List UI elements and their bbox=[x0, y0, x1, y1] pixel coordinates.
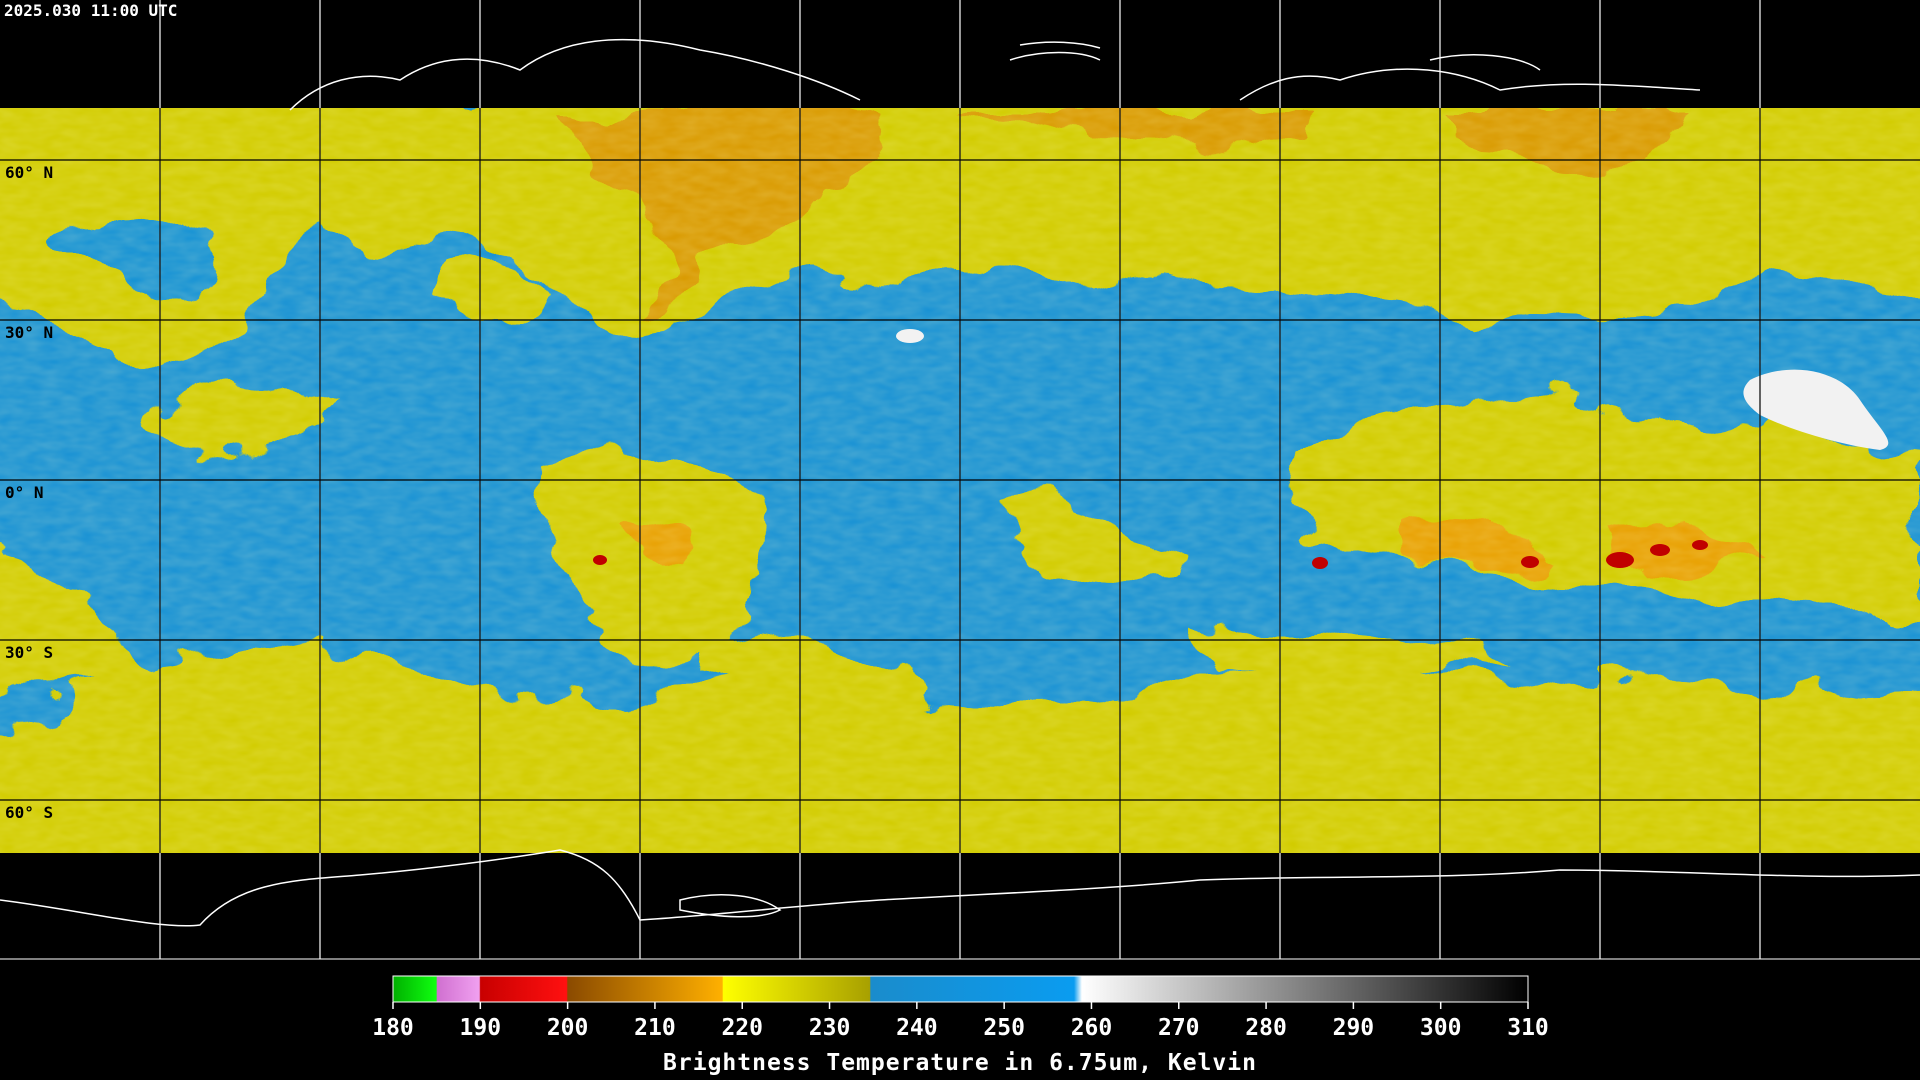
colorbar-tick-label: 260 bbox=[1071, 1015, 1113, 1041]
colorbar bbox=[392, 975, 1529, 1003]
colorbar-tick-label: 310 bbox=[1507, 1015, 1549, 1041]
cold-cloud-tops bbox=[593, 540, 1708, 569]
latitude-label: 60° S bbox=[5, 803, 53, 822]
colorbar-tick-label: 280 bbox=[1245, 1015, 1287, 1041]
colorbar-tick-label: 200 bbox=[547, 1015, 589, 1041]
colorbar-tick-label: 290 bbox=[1333, 1015, 1375, 1041]
colorbar-tick-label: 220 bbox=[721, 1015, 763, 1041]
latitude-label: 60° N bbox=[5, 163, 53, 182]
colorbar-label: Brightness Temperature in 6.75um, Kelvin bbox=[663, 1050, 1257, 1076]
timestamp: 2025.030 11:00 UTC bbox=[4, 1, 177, 20]
colorbar-tick-label: 180 bbox=[372, 1015, 414, 1041]
latitude-label: 30° N bbox=[5, 323, 53, 342]
dry-patch bbox=[1743, 369, 1889, 450]
colorbar-tick-label: 230 bbox=[809, 1015, 851, 1041]
colorbar-tick-label: 240 bbox=[896, 1015, 938, 1041]
colorbar-tick-label: 210 bbox=[634, 1015, 676, 1041]
latitude-label: 30° S bbox=[5, 643, 53, 662]
graticule bbox=[0, 0, 1920, 960]
colorbar-tick-label: 300 bbox=[1420, 1015, 1462, 1041]
coastlines bbox=[0, 38, 1920, 927]
colorbar-tick-label: 270 bbox=[1158, 1015, 1200, 1041]
latitude-label: 0° N bbox=[5, 483, 44, 502]
colorbar-tick-label: 190 bbox=[460, 1015, 502, 1041]
colorbar-ticks: 180 190 200 210 220 230 240 250 260 270 280 290 300 3… bbox=[372, 1002, 1549, 1041]
colorbar-tick-label: 250 bbox=[983, 1015, 1025, 1041]
dry-patch bbox=[896, 329, 924, 343]
